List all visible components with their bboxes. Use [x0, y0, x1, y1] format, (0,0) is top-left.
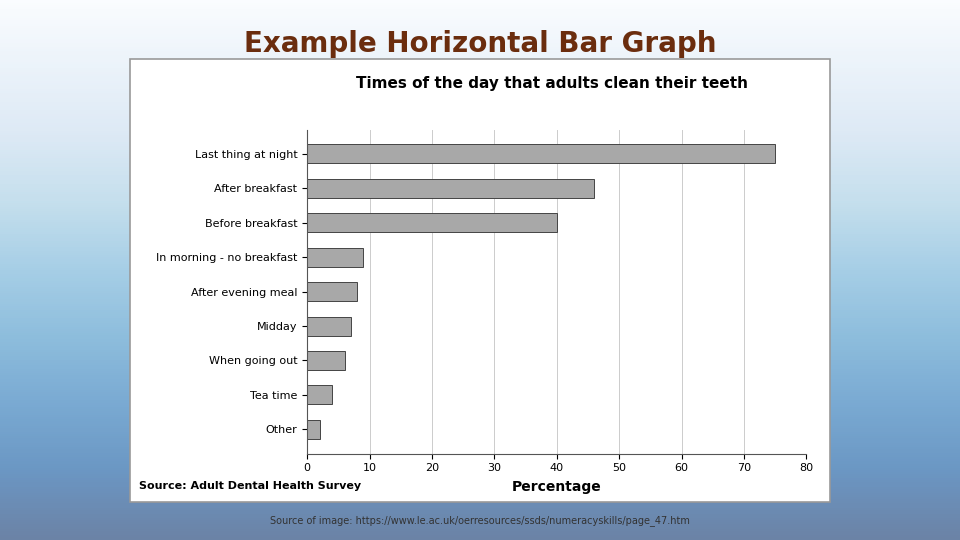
Text: Times of the day that adults clean their teeth: Times of the day that adults clean their… [356, 76, 748, 91]
Text: Source of image: https://www.le.ac.uk/oerresources/ssds/numeracyskills/page_47.h: Source of image: https://www.le.ac.uk/oe… [270, 516, 690, 526]
Bar [307, 351, 345, 370]
Text: Example Horizontal Bar Graph: Example Horizontal Bar Graph [244, 30, 716, 58]
X-axis label: Percentage: Percentage [512, 480, 602, 494]
Bar [307, 386, 332, 404]
Bar [307, 420, 320, 439]
Bar [307, 316, 351, 335]
Bar [307, 248, 363, 267]
Bar [307, 213, 557, 232]
Bar [307, 179, 594, 198]
Text: Source: Adult Dental Health Survey: Source: Adult Dental Health Survey [139, 481, 361, 491]
Bar [307, 144, 776, 163]
Bar [307, 282, 357, 301]
